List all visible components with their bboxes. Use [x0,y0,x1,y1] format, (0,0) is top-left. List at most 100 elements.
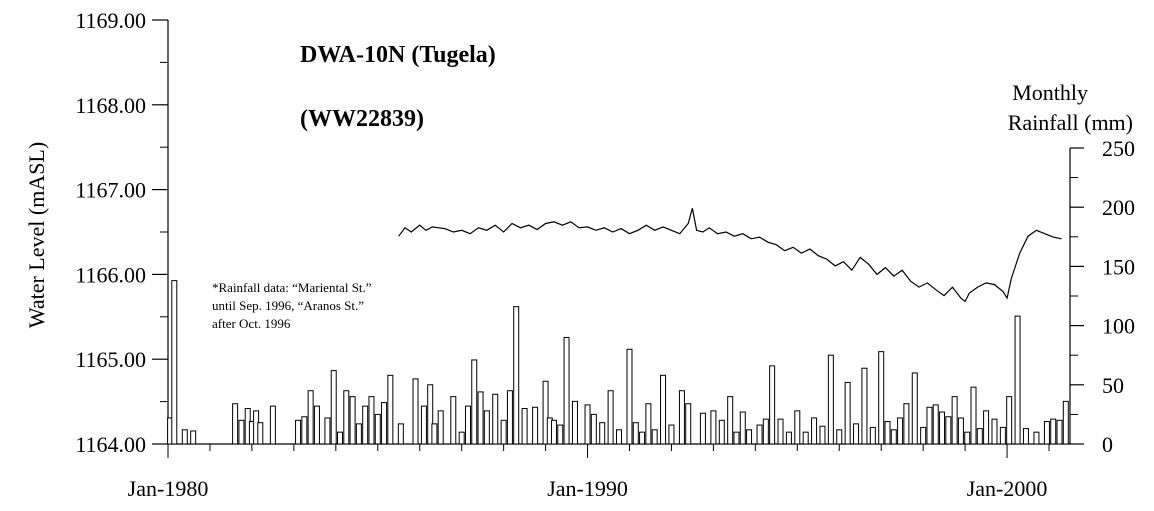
rainfall-bar [171,280,178,445]
rainfall-bar [651,429,658,445]
rainfall-bar [844,381,851,445]
rainfall-bar [660,374,667,445]
rainfall-bar [557,424,564,445]
rainfall-bar [951,396,958,445]
chart-subtitle: (WW22839) [300,106,424,132]
rainfall-bar [903,403,910,445]
rainfall-bar [431,423,438,445]
rainfall-bar [1056,419,1063,445]
rainfall-bar [861,367,868,445]
rainfall-bar [811,417,818,445]
rainfall-bar [991,418,998,445]
rainfall-bar [343,390,350,445]
rainfall-bar [464,405,471,445]
rainfall-bar [381,402,388,445]
rainfall-bar [616,429,622,445]
rainfall-bar [762,418,769,445]
rainfall-bar [330,370,337,445]
rainfall-bar [1033,431,1040,445]
rainfall-bar [301,416,308,445]
left-tick-label: 1166.00 [75,262,146,287]
rainfall-note-line3: after Oct. 1996 [212,316,291,331]
right-axis-label-line2: Rainfall (mm) [1008,110,1133,135]
rainfall-bar [387,374,394,445]
rainfall-bar [819,425,826,445]
bottom-tick-label: Jan-1990 [547,476,628,501]
right-tick-label: 100 [1102,314,1135,339]
rainfall-bar [521,407,528,445]
rainfall-bar [190,430,197,445]
rainfall-bar [727,396,734,445]
rainfall-bar [976,428,983,445]
rainfall-bar [964,431,971,445]
right-tick-label: 50 [1102,373,1124,398]
rainfall-bar [685,403,692,445]
rainfall-bar [599,422,606,445]
rainfall-bar [563,336,570,445]
rainfall-bar [590,413,597,445]
rainfall-bar [785,431,792,445]
rainfall-bar [827,354,834,445]
rainfall-bar [337,431,344,445]
left-axis-label: Water Level (mASL) [24,142,49,328]
left-tick-label: 1165.00 [75,347,146,372]
rainfall-bar [869,426,876,445]
rainfall-bar [412,378,419,445]
rainfall-bar [945,416,952,445]
rainfall-bar [718,419,725,445]
rainfall-bar [777,418,784,445]
chart-text: DWA-10N (Tugela) (WW22839) Monthly Rainf… [24,42,1133,331]
rainfall-bar [477,391,484,445]
rainfall-bar [983,410,990,445]
rainfall-bar [970,386,977,445]
rainfall-bar [632,422,639,445]
rainfall-bar [802,431,809,445]
rainfall-bar [542,380,549,445]
rainfall-bar [324,417,331,445]
rainfall-bar [550,419,557,445]
rainfall-bar [420,405,427,445]
rainfall-bar [678,390,685,445]
axes: 1164.00 1165.00 1166.00 1167.00 1168.00 1169.… [75,8,1135,501]
rainfall-bar [492,393,499,445]
bottom-tick-label: Jan-1980 [128,476,209,501]
rainfall-bar [238,419,245,445]
rainfall-bar [349,396,356,445]
rainfall-bar [710,410,717,445]
rainfall-bar [999,426,1006,445]
rainfall-bar [890,429,897,445]
rainfall-bar [483,410,490,445]
rainfall-bar [232,403,239,445]
rainfall-bar [897,417,904,445]
left-tick-label: 1164.00 [75,432,146,457]
right-tick-label: 200 [1102,195,1135,220]
rainfall-bar [1050,418,1057,445]
left-tick-label: 1168.00 [75,93,146,118]
rainfall-bar [733,431,740,445]
rainfall-bar [926,406,933,445]
rainfall-bar [769,365,776,445]
right-tick-label: 0 [1102,432,1113,457]
rainfall-bar [295,419,302,445]
rainfall-bar [626,348,633,445]
rainfall-bar [458,431,465,445]
rainfall-bar [607,390,614,445]
left-tick-label: 1169.00 [75,8,146,33]
rainfall-note-line2: until Sep. 1996, “Aranos St.” [212,298,364,313]
rainfall-bar [884,421,891,445]
rainfall-bar [878,351,885,445]
rainfall-bar [1022,428,1029,445]
rainfall-bar [668,424,675,445]
rainfall-bar [355,423,362,445]
left-tick-label: 1167.00 [75,178,146,203]
rainfall-bar [362,405,369,445]
right-axis-label-line1: Monthly [1012,80,1088,105]
rainfall-bar [313,405,320,445]
rainfall-bar [794,410,801,445]
rainfall-bar [746,429,753,445]
rainfall-bar [1014,315,1021,445]
rainfall-bar [911,372,918,445]
rainfall-bar [957,417,964,445]
rainfall-bar [1043,421,1050,445]
